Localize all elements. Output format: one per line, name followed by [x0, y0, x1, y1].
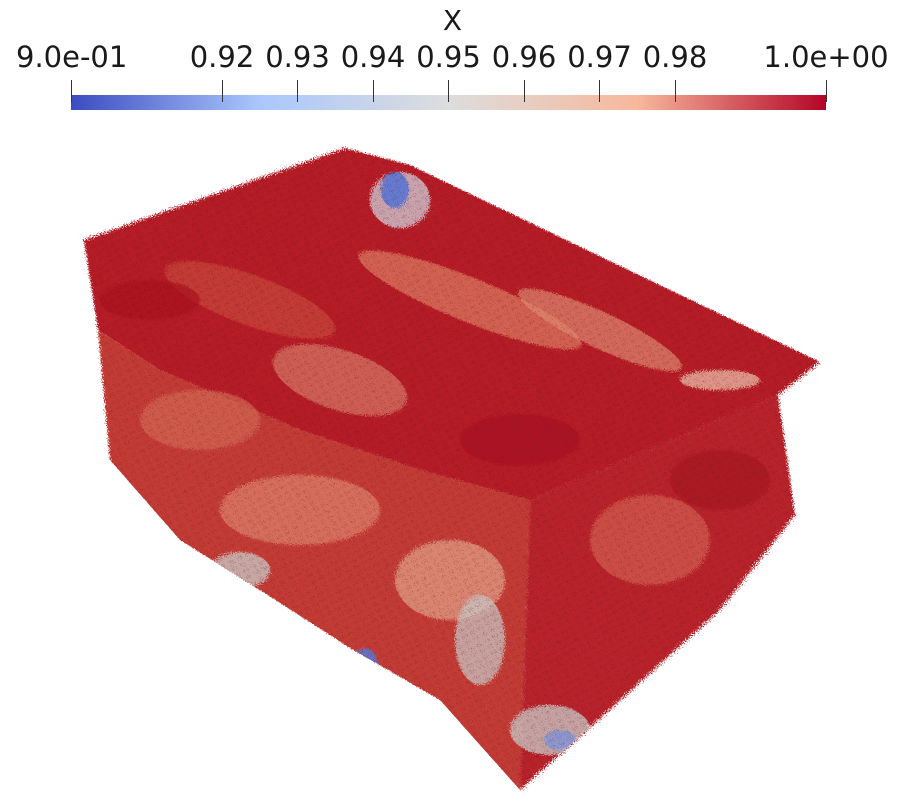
colorbar-tick-mark — [674, 80, 676, 102]
colorbar-tick-label: 0.92 — [189, 40, 255, 74]
colorbar-tick-label: 0.98 — [642, 40, 708, 74]
colorbar-tick-label: 0.97 — [567, 40, 632, 74]
colorbar-tick-label: 0.95 — [416, 40, 481, 74]
legend-title: X — [442, 4, 463, 37]
colorbar-tick-label: 0.94 — [340, 40, 406, 74]
colorbar-tick-mark — [221, 80, 223, 102]
colorbar — [71, 95, 826, 110]
colorbar-tick-mark — [448, 80, 449, 102]
colorbar-tick-mark — [70, 80, 72, 102]
colorbar-tick-mark — [372, 80, 374, 102]
colorbar-tick-label: 0.93 — [265, 40, 330, 74]
colorbar-tick-label: 9.0e-01 — [16, 40, 128, 74]
colorbar-tick-mark — [297, 80, 298, 102]
colorbar-tick-label: 1.0e+00 — [763, 40, 889, 74]
colorbar-tick-label: 0.96 — [491, 40, 557, 74]
colorbar-tick-mark — [599, 80, 600, 102]
colorbar-tick-mark — [825, 80, 827, 102]
colorbar-tick-mark — [523, 80, 525, 102]
